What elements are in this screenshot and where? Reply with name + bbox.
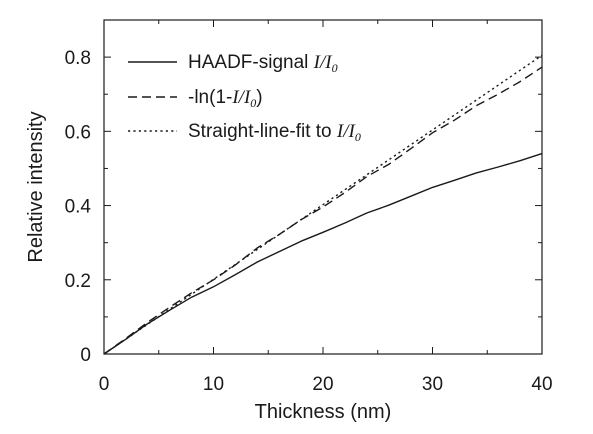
legend-entry-label: Straight-line-fit to I/I0 xyxy=(188,121,361,144)
y-tick-label: 0.2 xyxy=(65,271,91,292)
y-tick-label: 0 xyxy=(80,345,91,366)
legend: HAADF-signal I/I0 -ln(1-I/I0) Straight-lin… xyxy=(128,52,361,144)
series-line-dotted xyxy=(103,54,543,355)
x-tick-label: 30 xyxy=(422,374,443,395)
legend-entry-label: -ln(1-I/I0) xyxy=(188,87,263,110)
series-line-solid xyxy=(103,152,543,355)
y-axis-label: Relative intensity xyxy=(25,111,47,262)
x-tick-label: 40 xyxy=(531,374,552,395)
x-tick-label: 10 xyxy=(203,374,224,395)
series-line-dashed xyxy=(103,66,543,355)
x-tick-label: 0 xyxy=(99,374,110,395)
x-axis-ticks: 0 10 20 30 40 xyxy=(99,20,553,395)
y-tick-label: 0.4 xyxy=(65,197,92,218)
y-tick-label: 0.6 xyxy=(65,122,91,143)
y-tick-label: 0.8 xyxy=(65,48,91,69)
y-axis-ticks: 0 0.2 0.4 0.6 0.8 xyxy=(65,19,542,366)
x-tick-label: 20 xyxy=(312,374,333,395)
series-layer xyxy=(103,54,543,355)
x-axis-label: Thickness (nm) xyxy=(255,401,392,423)
legend-entry-label: HAADF-signal I/I0 xyxy=(188,52,338,75)
